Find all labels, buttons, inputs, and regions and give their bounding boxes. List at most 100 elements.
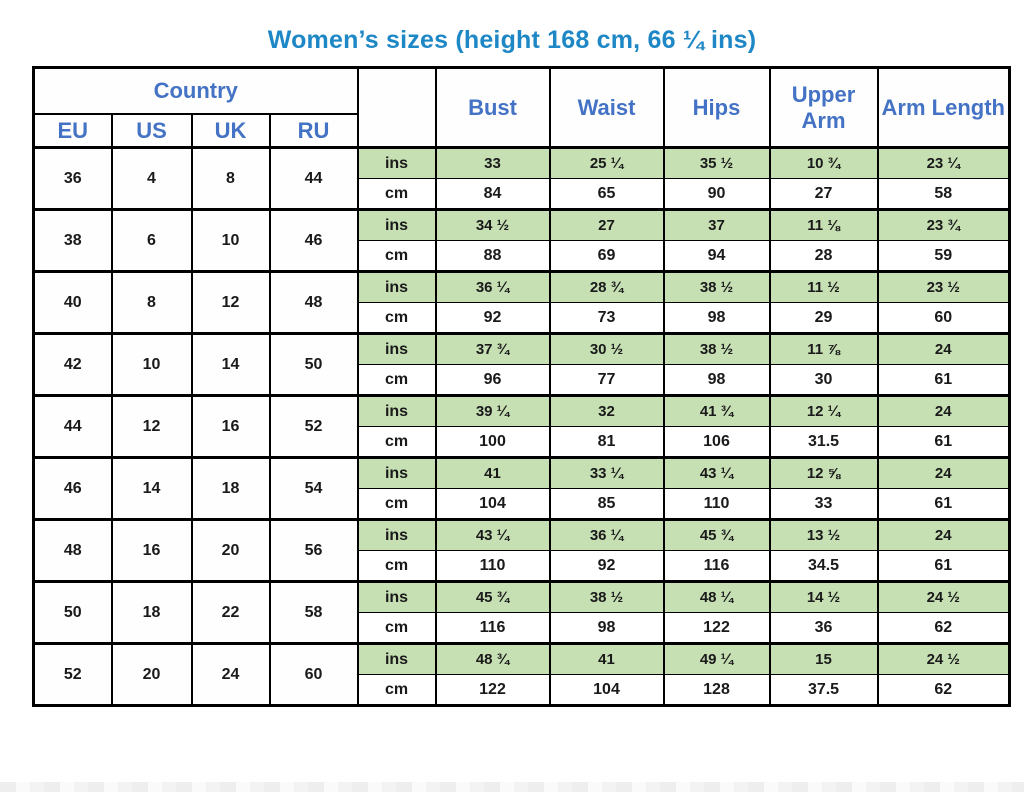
measure-value-ins-waist: 27 (548, 208, 665, 241)
size-row-cm: cm 100 81 106 31.5 61 (34, 426, 1011, 459)
measure-value-cm-bust: 84 (434, 178, 551, 211)
measure-value-ins-waist: 25 ¼ (548, 146, 665, 179)
size-row-ins: 36 4 8 44 ins 33 25 ¼ 35 ½ 10 ¾ 23 ¼ (32, 146, 1011, 211)
size-row-ins: 44 12 16 52 ins 39 ¼ 32 41 ¾ 12 ¼ 24 (32, 394, 1011, 459)
measure-value-ins-arm-length: 24 ½ (876, 580, 1011, 613)
unit-label-ins: ins (356, 394, 437, 427)
measure-value-ins-hips: 45 ¾ (662, 518, 771, 551)
measure-value-ins-hips: 48 ¼ (662, 580, 771, 613)
measure-value-ins-bust: 36 ¼ (434, 270, 551, 303)
size-ru-cell: 56 (268, 518, 359, 583)
measure-value-cm-hips: 94 (662, 240, 771, 273)
measure-value-ins-upper-arm: 15 (768, 642, 879, 675)
measure-value-cm-upper-arm: 27 (768, 178, 879, 211)
table-header: Country Bust Waist Hips Upper Arm Arm Le… (32, 66, 1011, 149)
size-row-ins: 46 14 18 54 ins 41 33 ¼ 43 ¼ 12 ⅝ 24 (32, 456, 1011, 521)
measure-value-cm-bust: 100 (434, 426, 551, 459)
measure-value-cm-waist: 81 (548, 426, 665, 459)
measure-value-ins-bust: 48 ¾ (434, 642, 551, 675)
measure-value-cm-arm-length: 62 (876, 674, 1011, 707)
size-eu-cell: 40 (32, 270, 113, 335)
ru-column-header: RU (268, 112, 359, 149)
uk-column-header: UK (190, 112, 271, 149)
measure-value-ins-waist: 36 ¼ (548, 518, 665, 551)
measure-value-ins-bust: 37 ¾ (434, 332, 551, 365)
size-eu-cell: 44 (32, 394, 113, 459)
size-ru-cell: 52 (268, 394, 359, 459)
measure-value-ins-upper-arm: 10 ¾ (768, 146, 879, 179)
size-uk-cell: 20 (190, 518, 271, 583)
measure-value-ins-bust: 45 ¾ (434, 580, 551, 613)
measure-value-cm-arm-length: 61 (876, 426, 1011, 459)
size-us-cell: 20 (110, 642, 193, 707)
bust-column-header: Bust (434, 66, 551, 149)
size-us-cell: 14 (110, 456, 193, 521)
unit-label-ins: ins (356, 146, 437, 179)
measure-value-ins-arm-length: 24 (876, 456, 1011, 489)
page-title: Women’s sizes (height 168 cm, 66 ¼ ins) (267, 26, 757, 54)
size-us-cell: 10 (110, 332, 193, 397)
size-row-ins: 52 20 24 60 ins 48 ¾ 41 49 ¼ 15 24 ½ (32, 642, 1011, 707)
measure-value-cm-upper-arm: 30 (768, 364, 879, 397)
size-us-cell: 12 (110, 394, 193, 459)
size-us-cell: 16 (110, 518, 193, 583)
measure-value-ins-bust: 41 (434, 456, 551, 489)
waist-column-header: Waist (548, 66, 665, 149)
size-us-cell: 4 (110, 146, 193, 211)
measure-value-cm-bust: 104 (434, 488, 551, 521)
measure-value-cm-bust: 116 (434, 612, 551, 645)
measure-value-cm-hips: 90 (662, 178, 771, 211)
size-row-cm: cm 122 104 128 37.5 62 (34, 674, 1011, 707)
size-uk-cell: 16 (190, 394, 271, 459)
unit-label-cm: cm (356, 240, 437, 273)
measure-value-ins-waist: 28 ¾ (548, 270, 665, 303)
measure-value-cm-hips: 98 (662, 302, 771, 335)
measure-value-ins-waist: 30 ½ (548, 332, 665, 365)
measure-value-cm-waist: 73 (548, 302, 665, 335)
measure-value-cm-bust: 92 (434, 302, 551, 335)
measure-value-cm-upper-arm: 36 (768, 612, 879, 645)
measure-value-ins-hips: 37 (662, 208, 771, 241)
measure-value-cm-hips: 110 (662, 488, 771, 521)
measure-value-cm-hips: 106 (662, 426, 771, 459)
measure-value-ins-arm-length: 24 (876, 394, 1011, 427)
size-row-cm: cm 110 92 116 34.5 61 (34, 550, 1011, 583)
size-eu-cell: 52 (32, 642, 113, 707)
measure-value-cm-hips: 98 (662, 364, 771, 397)
measure-value-ins-arm-length: 23 ¼ (876, 146, 1011, 179)
unit-label-cm: cm (356, 612, 437, 645)
country-codes-row: EU US UK RU (32, 112, 1010, 149)
measure-value-ins-upper-arm: 11 ⅞ (768, 332, 879, 365)
measure-value-ins-waist: 41 (548, 642, 665, 675)
size-uk-cell: 24 (190, 642, 271, 707)
measure-value-cm-waist: 92 (548, 550, 665, 583)
unit-label-ins: ins (356, 518, 437, 551)
size-row-ins: 42 10 14 50 ins 37 ¾ 30 ½ 38 ½ 11 ⅞ 24 (32, 332, 1011, 397)
measure-value-cm-waist: 69 (548, 240, 665, 273)
size-row-cm: cm 84 65 90 27 58 (34, 178, 1011, 211)
measure-value-ins-bust: 33 (434, 146, 551, 179)
size-row-cm: cm 104 85 110 33 61 (34, 488, 1011, 521)
size-row-ins: 50 18 22 58 ins 45 ¾ 38 ½ 48 ¼ 14 ½ 24 ½ (32, 580, 1011, 645)
measure-value-ins-arm-length: 24 (876, 332, 1011, 365)
unit-label-ins: ins (356, 208, 437, 241)
measure-value-ins-waist: 33 ¼ (548, 456, 665, 489)
size-uk-cell: 22 (190, 580, 271, 645)
measure-value-cm-waist: 65 (548, 178, 665, 211)
unit-label-cm: cm (356, 426, 437, 459)
size-table-body: 36 4 8 44 ins 33 25 ¼ 35 ½ 10 ¾ 23 ¼ cm 84 65 90 27 58 3… (32, 146, 1011, 707)
measure-value-cm-upper-arm: 37.5 (768, 674, 879, 707)
size-eu-cell: 38 (32, 208, 113, 273)
country-group-row: Country Bust Waist Hips Upper Arm Arm Le… (32, 66, 1011, 149)
womens-sizes-table: Country Bust Waist Hips Upper Arm Arm Le… (32, 66, 1012, 707)
unit-label-cm: cm (356, 178, 437, 211)
measure-value-ins-arm-length: 23 ½ (876, 270, 1011, 303)
size-uk-cell: 14 (190, 332, 271, 397)
arm-length-column-header: Arm Length (876, 66, 1011, 149)
size-row-ins: 38 6 10 46 ins 34 ½ 27 37 11 ⅛ 23 ¾ (32, 208, 1011, 273)
size-ru-cell: 48 (268, 270, 359, 335)
measure-value-ins-hips: 41 ¾ (662, 394, 771, 427)
measure-value-ins-hips: 49 ¼ (662, 642, 771, 675)
size-eu-cell: 36 (32, 146, 113, 211)
measure-value-ins-waist: 38 ½ (548, 580, 665, 613)
